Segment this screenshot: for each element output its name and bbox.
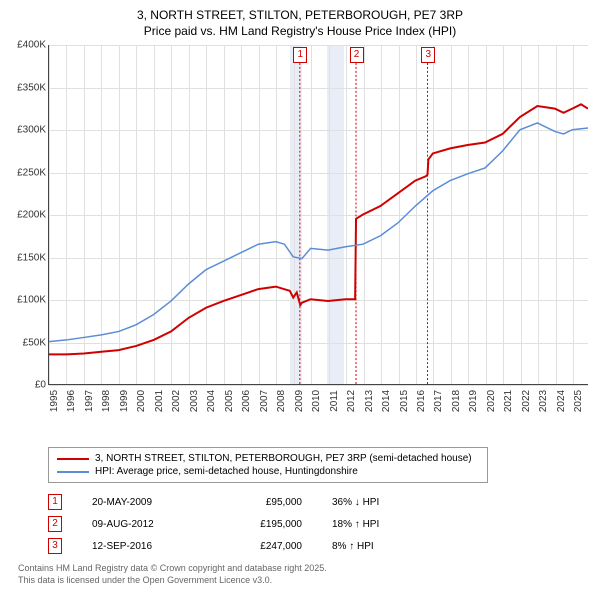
y-axis-label: £350K — [17, 82, 46, 93]
x-axis-label: 2006 — [241, 390, 252, 412]
legend-label: 3, NORTH STREET, STILTON, PETERBOROUGH, … — [95, 453, 472, 464]
x-axis-label: 1997 — [84, 390, 95, 412]
x-axis-label: 2022 — [521, 390, 532, 412]
x-axis-label: 2018 — [451, 390, 462, 412]
x-axis-label: 2008 — [276, 390, 287, 412]
title-line2: Price paid vs. HM Land Registry's House … — [10, 24, 590, 40]
event-pct: 36% ↓ HPI — [332, 497, 422, 508]
x-axis-label: 2005 — [224, 390, 235, 412]
x-axis-label: 1995 — [49, 390, 60, 412]
chart-area: £0£50K£100K£150K£200K£250K£300K£350K£400… — [10, 45, 590, 415]
x-axis-label: 2020 — [486, 390, 497, 412]
chart-marker: 3 — [421, 47, 435, 63]
y-axis-label: £250K — [17, 167, 46, 178]
event-row: 2 09-AUG-2012 £195,000 18% ↑ HPI — [48, 513, 590, 535]
x-axis-label: 2014 — [381, 390, 392, 412]
event-price: £195,000 — [222, 519, 302, 530]
event-pct: 8% ↑ HPI — [332, 541, 422, 552]
x-axis-label: 1998 — [101, 390, 112, 412]
x-axis-label: 2015 — [399, 390, 410, 412]
legend-label: HPI: Average price, semi-detached house,… — [95, 466, 358, 477]
chart-marker: 2 — [350, 47, 364, 63]
legend-swatch — [57, 458, 89, 460]
event-marker: 3 — [48, 538, 62, 554]
legend-item: HPI: Average price, semi-detached house,… — [57, 465, 479, 478]
x-axis-label: 2003 — [189, 390, 200, 412]
x-axis-label: 2010 — [311, 390, 322, 412]
footer-line2: This data is licensed under the Open Gov… — [18, 575, 590, 587]
x-axis-label: 2013 — [364, 390, 375, 412]
x-axis-label: 2011 — [329, 390, 340, 412]
x-axis-label: 2019 — [468, 390, 479, 412]
footer: Contains HM Land Registry data © Crown c… — [18, 563, 590, 586]
y-axis-label: £0 — [35, 380, 46, 391]
legend-swatch — [57, 471, 89, 473]
y-axis-label: £150K — [17, 252, 46, 263]
x-axis-label: 1996 — [66, 390, 77, 412]
y-axis-label: £100K — [17, 295, 46, 306]
event-price: £95,000 — [222, 497, 302, 508]
y-axis-label: £50K — [23, 337, 46, 348]
event-marker: 1 — [48, 494, 62, 510]
chart-title: 3, NORTH STREET, STILTON, PETERBOROUGH, … — [10, 8, 590, 39]
x-axis-label: 2000 — [136, 390, 147, 412]
x-axis-label: 2004 — [206, 390, 217, 412]
title-line1: 3, NORTH STREET, STILTON, PETERBOROUGH, … — [10, 8, 590, 24]
x-axis-label: 2002 — [171, 390, 182, 412]
x-axis-label: 2016 — [416, 390, 427, 412]
event-price: £247,000 — [222, 541, 302, 552]
x-axis-label: 2009 — [294, 390, 305, 412]
y-axis-label: £300K — [17, 125, 46, 136]
event-row: 1 20-MAY-2009 £95,000 36% ↓ HPI — [48, 491, 590, 513]
plot: £0£50K£100K£150K£200K£250K£300K£350K£400… — [48, 45, 588, 385]
legend: 3, NORTH STREET, STILTON, PETERBOROUGH, … — [48, 447, 488, 483]
event-date: 09-AUG-2012 — [92, 519, 192, 530]
x-axis-label: 2023 — [538, 390, 549, 412]
x-axis-label: 2021 — [503, 390, 514, 412]
events-table: 1 20-MAY-2009 £95,000 36% ↓ HPI 2 09-AUG-2012… — [48, 491, 590, 557]
event-marker: 2 — [48, 516, 62, 532]
x-axis-label: 2017 — [433, 390, 444, 412]
event-date: 20-MAY-2009 — [92, 497, 192, 508]
x-axis-label: 1999 — [119, 390, 130, 412]
x-axis-label: 2024 — [556, 390, 567, 412]
y-axis-label: £200K — [17, 210, 46, 221]
y-axis-label: £400K — [17, 40, 46, 51]
x-axis-label: 2025 — [573, 390, 584, 412]
footer-line1: Contains HM Land Registry data © Crown c… — [18, 563, 590, 575]
event-pct: 18% ↑ HPI — [332, 519, 422, 530]
event-row: 3 12-SEP-2016 £247,000 8% ↑ HPI — [48, 535, 590, 557]
x-axis-label: 2001 — [154, 390, 165, 412]
x-axis-label: 2007 — [259, 390, 270, 412]
event-date: 12-SEP-2016 — [92, 541, 192, 552]
chart-marker: 1 — [293, 47, 307, 63]
x-axis-label: 2012 — [346, 390, 357, 412]
legend-item: 3, NORTH STREET, STILTON, PETERBOROUGH, … — [57, 452, 479, 465]
